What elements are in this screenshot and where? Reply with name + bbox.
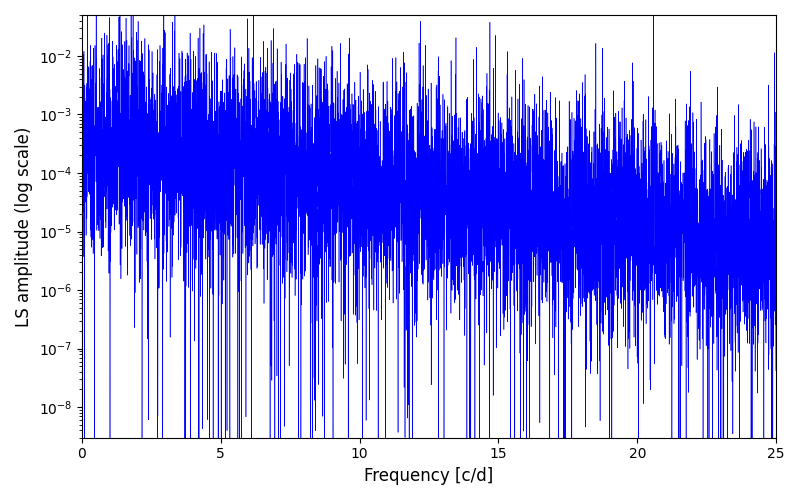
Y-axis label: LS amplitude (log scale): LS amplitude (log scale) xyxy=(15,126,33,326)
X-axis label: Frequency [c/d]: Frequency [c/d] xyxy=(364,467,494,485)
